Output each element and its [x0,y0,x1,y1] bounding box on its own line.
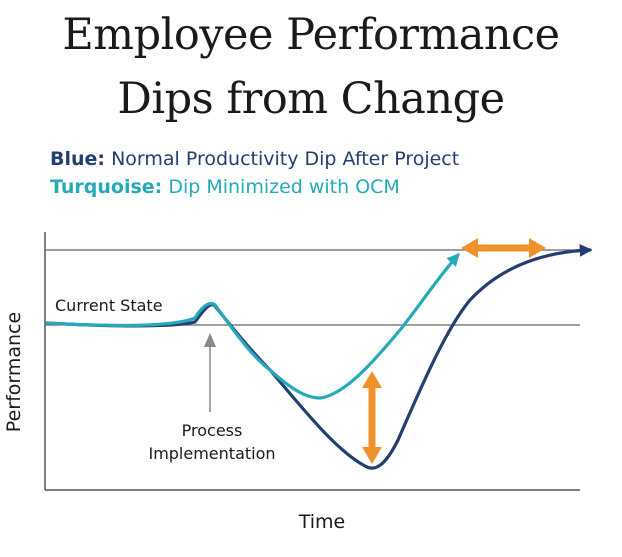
legend-key-turquoise: Turquoise: [50,176,163,198]
chart-title-line-2: Dips from Change [117,74,505,124]
x-axis-label: Time [298,511,346,533]
chart-title-line-1: Employee Performance [62,10,560,60]
orange-horizontal-double-arrow [461,238,546,258]
annotation-implementation: Implementation [148,444,275,463]
annotation-process: Process [182,421,243,440]
series-blue-line [45,244,593,470]
legend-entry-blue: Blue: Normal Productivity Dip After Proj… [50,148,459,170]
y-axis-label: Performance [3,312,25,432]
orange-vertical-double-arrow [362,371,382,464]
annotation-current-state: Current State [55,296,163,315]
process-implementation-arrowhead [204,333,216,347]
legend-text-blue: Normal Productivity Dip After Project [111,148,460,170]
legend-key-blue: Blue: [50,148,106,170]
legend-text-turquoise: Dip Minimized with OCM [168,176,400,198]
legend-entry-turquoise: Turquoise: Dip Minimized with OCM [50,176,400,198]
series-turquoise-line [45,253,460,400]
